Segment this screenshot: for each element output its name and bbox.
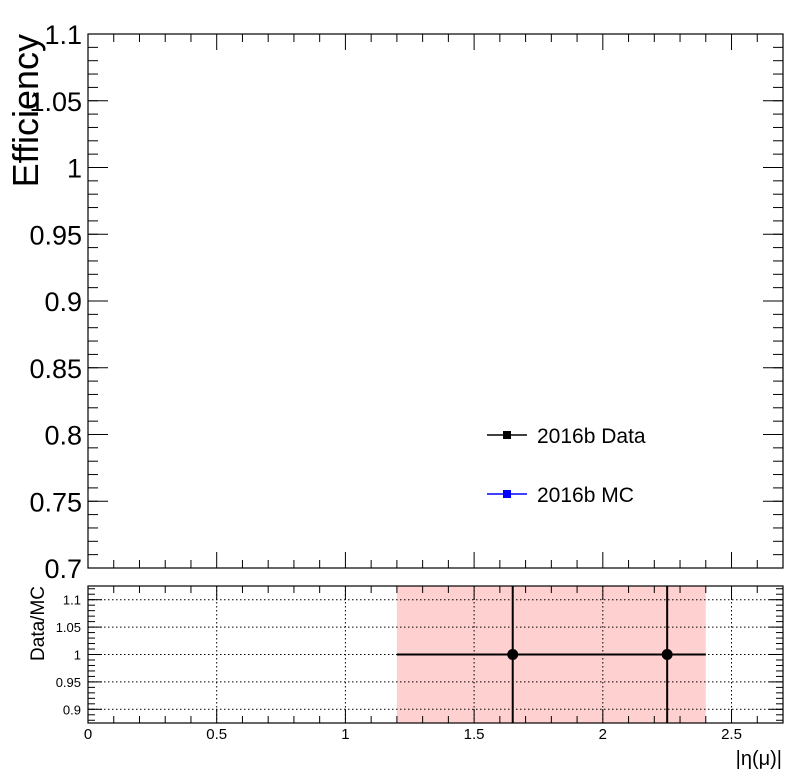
ratio-y-axis-label: Data/MC — [28, 586, 49, 661]
ratio-x-tick-label: 1 — [341, 726, 349, 743]
ratio-x-tick-label: 0.5 — [206, 726, 227, 743]
legend: 2016b Data 2016b MC — [487, 425, 646, 507]
ratio-panel: 0 0.5 1 1.5 2 2.5 1.1 1.05 1 0.95 0.9 Data/MC |η(… — [28, 585, 784, 770]
main-y-tick-label: 0.95 — [29, 220, 82, 250]
legend-entry-data: 2016b Data — [487, 425, 646, 448]
main-y-tick-label: 0.85 — [29, 354, 82, 384]
main-y-tick-label: 0.7 — [44, 554, 82, 584]
ratio-x-tick-label: 0 — [84, 726, 92, 743]
main-x-ticks — [87, 34, 784, 568]
ratio-y-ticks: 1.1 1.05 1 0.95 0.9 — [56, 588, 783, 721]
main-plot-frame — [87, 33, 784, 569]
main-y-axis-label: Efficiency — [5, 34, 46, 187]
main-y-ticks: 1.1 1.05 1 0.95 0.9 0.85 0.8 0.75 0.7 — [29, 20, 783, 584]
main-y-tick-label: 1.05 — [29, 87, 82, 117]
main-y-tick-label: 1 — [67, 154, 82, 184]
main-y-tick-label: 0.8 — [44, 421, 82, 451]
ratio-point-marker — [661, 649, 673, 660]
ratio-y-tick-label: 1.1 — [63, 593, 81, 608]
ratio-points — [396, 586, 706, 723]
ratio-y-tick-label: 0.9 — [63, 702, 81, 717]
main-y-tick-label: 1.1 — [44, 20, 82, 50]
main-y-tick-label: 0.75 — [29, 487, 82, 517]
main-panel: 1.1 1.05 1 0.95 0.9 0.85 0.8 0.75 0.7 Efficiency… — [5, 20, 784, 584]
main-y-tick-label: 0.9 — [44, 287, 82, 317]
ratio-x-tick-label: 2.5 — [721, 726, 742, 743]
legend-entry-mc: 2016b MC — [487, 484, 634, 507]
legend-mc-marker — [503, 490, 511, 498]
ratio-y-tick-label: 1 — [74, 648, 81, 663]
ratio-x-ticks: 0 0.5 1 1.5 2 2.5 — [84, 586, 784, 743]
legend-data-marker — [503, 431, 511, 439]
x-axis-label: |η(μ)| — [736, 748, 782, 770]
ratio-y-tick-label: 0.95 — [56, 675, 81, 690]
legend-data-label: 2016b Data — [537, 425, 646, 448]
legend-mc-label: 2016b MC — [537, 484, 634, 507]
ratio-x-tick-label: 1.5 — [464, 726, 485, 743]
ratio-y-tick-label: 1.05 — [56, 620, 81, 635]
ratio-x-tick-label: 2 — [599, 726, 607, 743]
